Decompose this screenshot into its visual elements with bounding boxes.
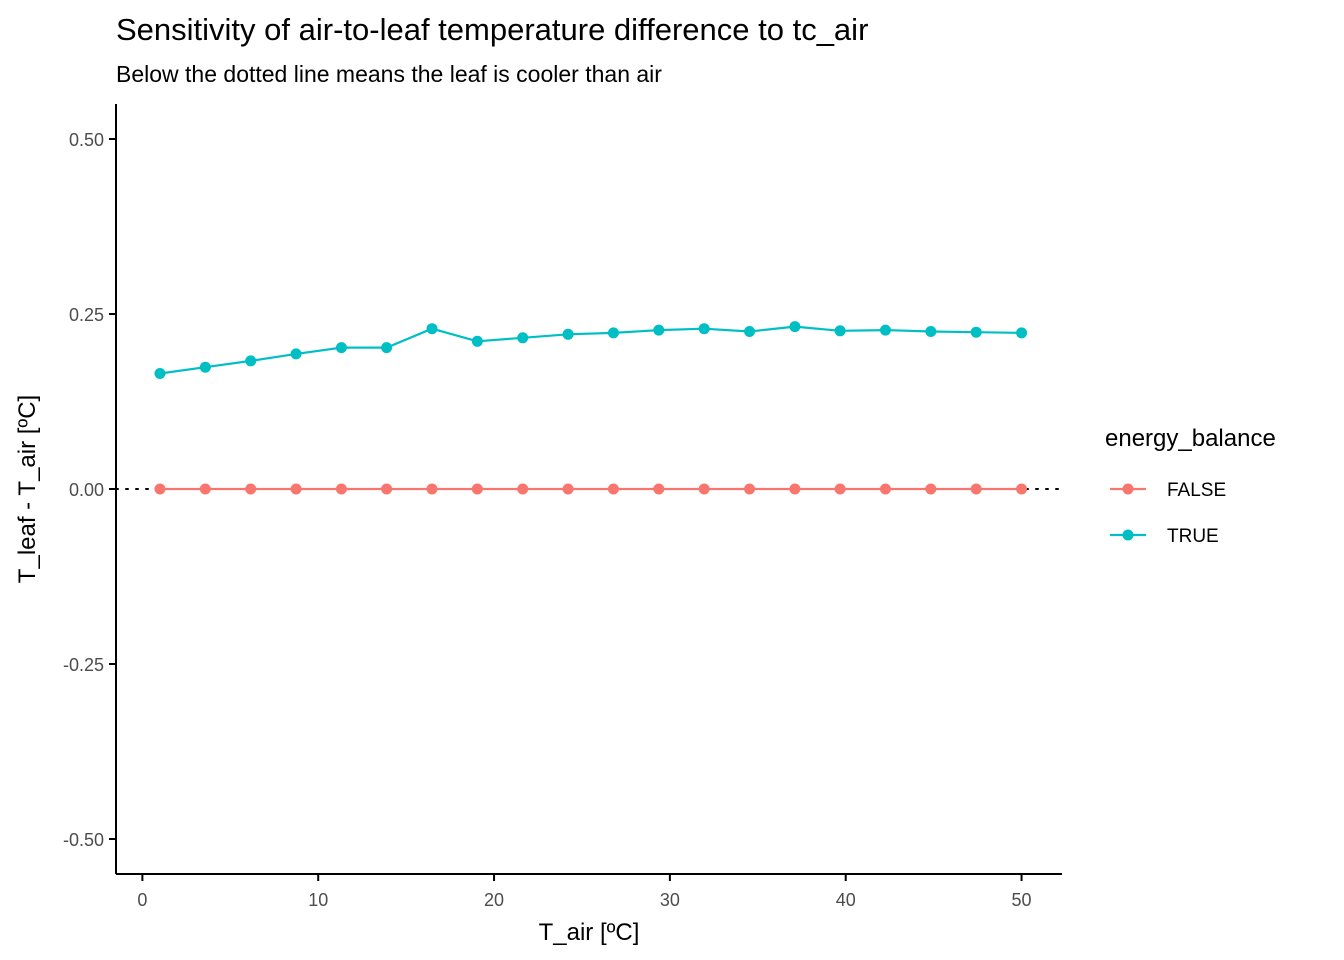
data-point-true (335, 342, 347, 354)
data-point-true (970, 326, 982, 338)
data-point-false (245, 483, 257, 495)
data-point-true (154, 368, 166, 379)
y-tick-label: 0.25 (69, 305, 104, 325)
chart-title: Sensitivity of air-to-leaf temperature d… (116, 12, 868, 47)
series-line-true (159, 325, 1022, 375)
y-tick-label: -0.50 (63, 830, 104, 850)
x-tick-label: 40 (836, 890, 856, 910)
y-tick-label: 0.50 (69, 130, 104, 150)
data-point-false (154, 483, 166, 495)
data-point-true (517, 332, 529, 344)
legend-key-point (1122, 483, 1134, 495)
data-point-false (381, 483, 393, 495)
data-point-false (335, 483, 347, 495)
data-point-true (381, 342, 393, 354)
data-point-false (607, 483, 619, 495)
data-point-false (970, 483, 982, 495)
legend-item-false: FALSE (1110, 480, 1226, 501)
data-point-true (925, 326, 937, 337)
x-axis-title: T_air [ºC] (539, 919, 640, 946)
data-point-true (199, 361, 211, 373)
x-tick-label: 20 (484, 890, 504, 910)
data-point-true (1016, 327, 1028, 339)
data-point-true (562, 328, 574, 340)
legend: energy_balance FALSE TRUE (1105, 425, 1276, 547)
legend-item-true: TRUE (1110, 526, 1219, 547)
data-point-false (290, 483, 302, 495)
data-point-true (471, 335, 483, 347)
data-point-true (879, 324, 891, 336)
data-point-true (245, 355, 257, 367)
data-point-true (290, 348, 302, 360)
data-point-false (698, 483, 710, 495)
x-tick-label: 30 (660, 890, 680, 910)
data-point-true (607, 327, 619, 339)
y-axis-title: T_leaf - T_air [ºC] (14, 395, 41, 583)
data-point-false (834, 483, 846, 495)
axes: -0.50 -0.25 0.00 0.25 0.50 0 10 20 30 40 50 (63, 104, 1062, 910)
data-point-false (1016, 483, 1028, 495)
data-point-false (426, 483, 438, 495)
legend-label: FALSE (1167, 480, 1226, 501)
y-tick-label: -0.25 (63, 655, 104, 675)
data-point-false (925, 483, 937, 495)
legend-title: energy_balance (1105, 425, 1276, 452)
x-tick-label: 0 (137, 890, 147, 910)
data-point-false (562, 483, 574, 495)
data-point-true (744, 326, 756, 337)
data-point-false (653, 483, 665, 495)
data-point-false (879, 483, 891, 495)
data-point-true (834, 325, 846, 337)
data-point-false (744, 483, 756, 495)
x-tick-label: 50 (1012, 890, 1032, 910)
data-point-true (426, 323, 438, 335)
series-true (154, 321, 1028, 379)
legend-label: TRUE (1167, 526, 1219, 547)
data-point-false (789, 483, 801, 495)
plot-area (115, 321, 1063, 495)
x-tick-label: 10 (308, 890, 328, 910)
data-point-true (789, 321, 801, 333)
legend-key-point (1122, 529, 1134, 541)
data-point-false (517, 483, 529, 495)
data-point-false (199, 483, 211, 495)
y-tick-label: 0.00 (69, 480, 104, 500)
series-false (154, 483, 1028, 495)
data-point-false (471, 483, 483, 495)
data-point-true (698, 323, 710, 335)
chart-subtitle: Below the dotted line means the leaf is … (116, 61, 662, 87)
data-point-true (653, 324, 665, 336)
